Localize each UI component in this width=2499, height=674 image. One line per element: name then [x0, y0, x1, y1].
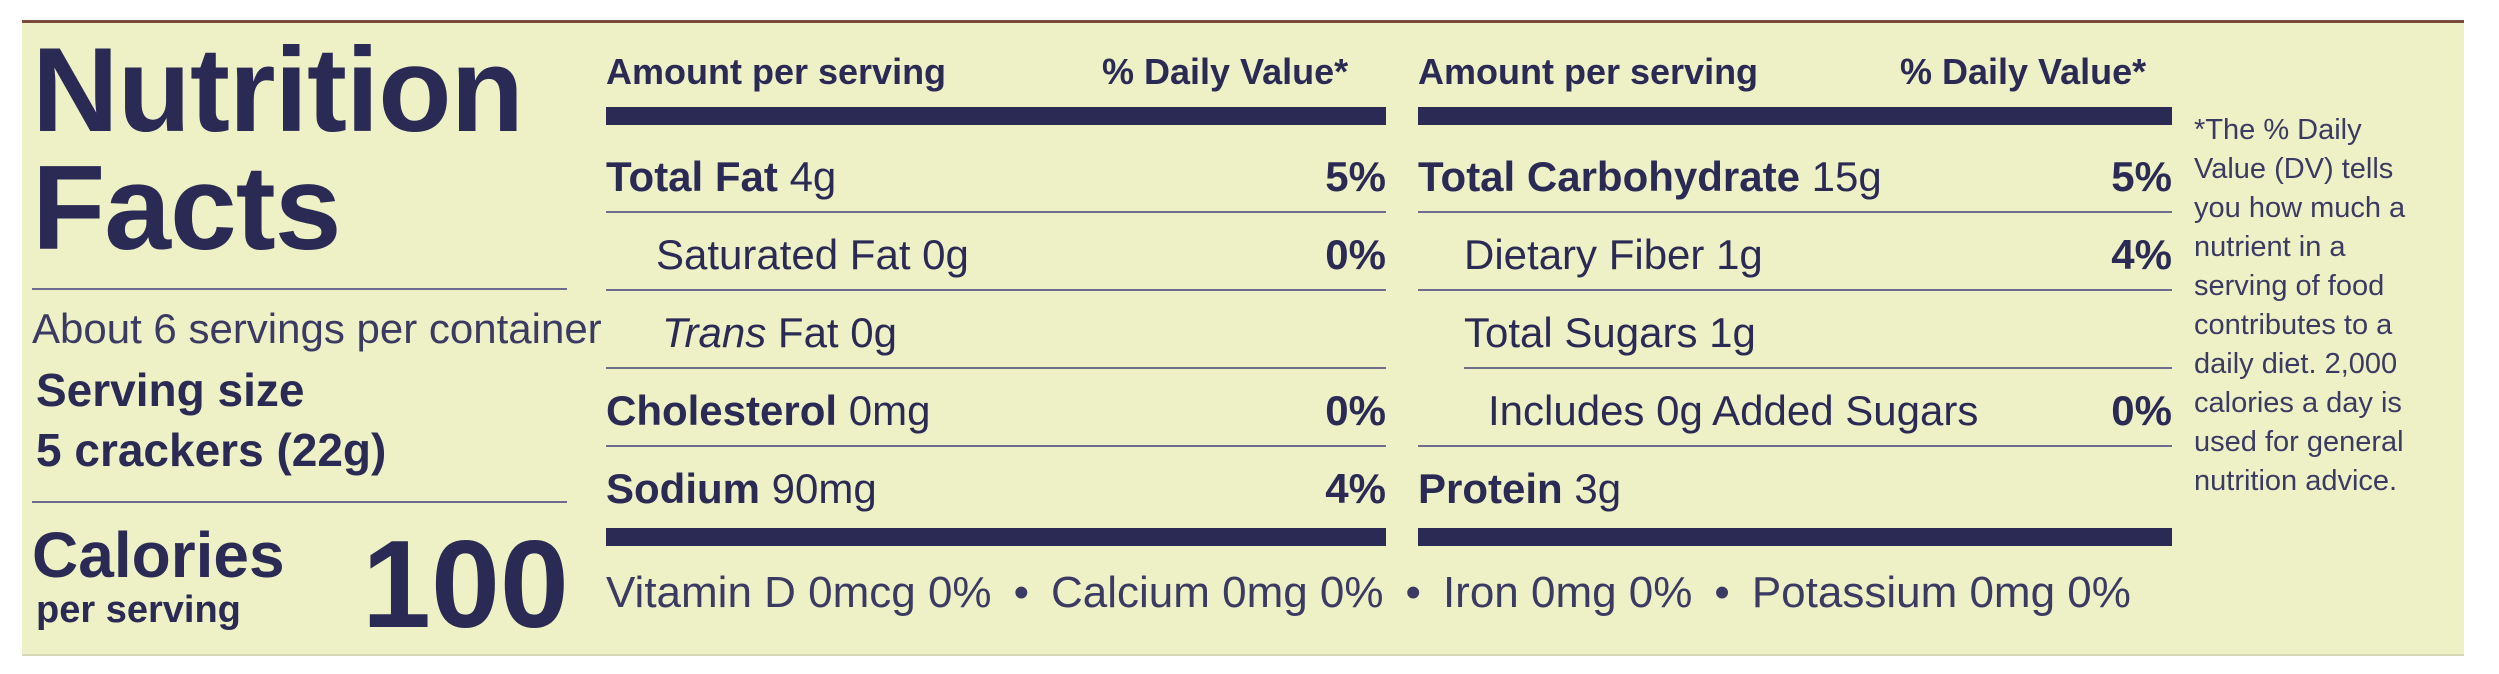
nutrient-amount: Fat 0g: [777, 309, 897, 356]
nutrient-name: Total Fat: [606, 153, 778, 200]
dv-cholesterol: 0%: [1325, 387, 1386, 434]
daily-value-header: % Daily Value*: [1102, 51, 1349, 92]
dv-dietary-fiber: 4%: [2111, 231, 2172, 278]
nutrient-amount: 15g: [1811, 153, 1882, 200]
dv-total-carbohydrate: 5%: [2111, 153, 2172, 200]
nutrient-name: Protein: [1418, 465, 1563, 512]
dv-saturated-fat: 0%: [1325, 231, 1386, 278]
divider: [32, 288, 567, 290]
nutrient-name: Trans: [662, 309, 767, 356]
separator: •: [1714, 568, 1730, 617]
thick-rule: [606, 107, 1386, 125]
divider: [1418, 445, 2172, 447]
row-sodium: Sodium 90mg: [606, 465, 877, 513]
thick-rule: [1418, 107, 2172, 125]
servings-per-container: About 6 servings per container: [32, 305, 602, 352]
nutrient-name: Cholesterol: [606, 387, 838, 434]
thick-rule: [1418, 528, 2172, 546]
row-total-carbohydrate: Total Carbohydrate 15g: [1418, 153, 1882, 201]
divider: [606, 445, 1386, 447]
row-trans-fat: Trans Fat 0g: [662, 309, 897, 357]
potassium: Potassium 0mg 0%: [1751, 568, 2131, 617]
nutrient-name: Sodium: [606, 465, 760, 512]
daily-value-header-2: % Daily Value*: [1900, 51, 2147, 92]
divider: [1464, 367, 2172, 369]
nutrient-name: Saturated Fat: [656, 231, 911, 278]
separator: •: [1013, 568, 1029, 617]
divider: [606, 289, 1386, 291]
row-saturated-fat: Saturated Fat 0g: [656, 231, 969, 279]
amount-per-serving-header: Amount per serving: [606, 51, 947, 92]
nutrient-amount: 1g: [1709, 309, 1756, 356]
thick-rule: [606, 528, 1386, 546]
row-added-sugars: Includes 0g Added Sugars: [1488, 387, 1978, 435]
dv-sodium: 4%: [1325, 465, 1386, 512]
row-total-fat: Total Fat 4g: [606, 153, 836, 201]
vitamins-minerals-line: Vitamin D 0mcg 0% • Calcium 0mg 0% • Iron 0m…: [606, 568, 2131, 618]
nutrient-amount: 3g: [1574, 465, 1622, 512]
divider: [1418, 211, 2172, 213]
nutrition-facts-title: Nutrition Facts: [32, 23, 524, 275]
nutrient-name: Includes 0g Added Sugars: [1488, 387, 1979, 434]
serving-size-value: 5 crackers (22g): [36, 424, 387, 476]
vitamin-d: Vitamin D 0mcg 0%: [606, 568, 992, 617]
nutrient-name: Total Carbohydrate: [1418, 153, 1800, 200]
nutrition-label: Nutrition Facts About 6 servings per con…: [22, 20, 2464, 656]
nutrient-name: Total Sugars: [1464, 309, 1698, 356]
nutrient-amount: 4g: [789, 153, 837, 200]
nutrient-amount: 0mg: [848, 387, 931, 434]
nutrient-name: Dietary Fiber: [1464, 231, 1705, 278]
row-protein: Protein 3g: [1418, 465, 1621, 513]
row-cholesterol: Cholesterol 0mg: [606, 387, 930, 435]
divider: [32, 501, 567, 503]
divider: [606, 211, 1386, 213]
calories-label: Calories: [32, 519, 285, 591]
separator: •: [1405, 568, 1421, 617]
amount-per-serving-header-2: Amount per serving: [1418, 51, 1759, 92]
row-dietary-fiber: Dietary Fiber 1g: [1464, 231, 1763, 279]
nutrient-amount: 1g: [1716, 231, 1763, 278]
row-total-sugars: Total Sugars 1g: [1464, 309, 1756, 357]
calories-value: 100: [362, 516, 569, 654]
daily-value-footnote: *The % Daily Value (DV) tells you how mu…: [2194, 114, 2406, 497]
dv-total-fat: 5%: [1325, 153, 1386, 200]
calories-per-serving-label: per serving: [36, 589, 241, 631]
nutrient-amount: 90mg: [771, 465, 877, 512]
iron: Iron 0mg 0%: [1442, 568, 1693, 617]
dv-added-sugars: 0%: [2111, 387, 2172, 434]
divider: [1418, 289, 2172, 291]
divider: [606, 367, 1386, 369]
calcium: Calcium 0mg 0%: [1050, 568, 1384, 617]
serving-size-label: Serving size: [36, 364, 305, 416]
nutrient-amount: 0g: [922, 231, 969, 278]
